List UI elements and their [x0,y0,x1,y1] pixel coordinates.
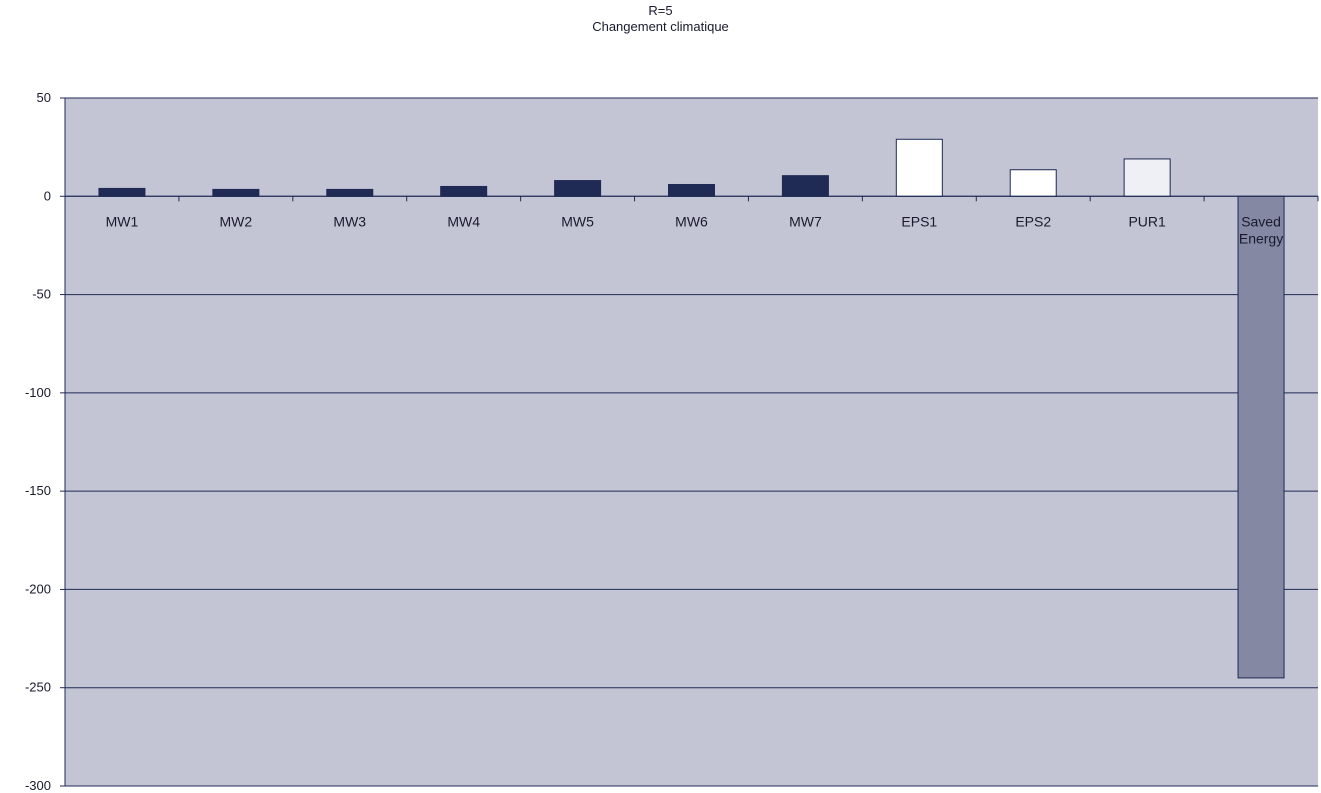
chart-title: R=5 [648,3,673,18]
chart-title-block: R=5 Changement climatique [0,3,1321,35]
y-tick-label: 0 [44,188,51,203]
y-tick-label: -250 [25,680,51,695]
y-tick-label: -100 [25,385,51,400]
bar-mw3 [326,188,374,197]
x-axis [64,195,1319,202]
bar-pur1 [1123,158,1171,197]
category-label: PUR1 [1128,213,1166,229]
category-label: MW2 [220,213,253,229]
chart-subtitle: Changement climatique [592,19,729,34]
bar-mw5 [554,180,602,197]
bar-mw6 [668,183,715,197]
y-axis-ticks: 50 0 -50 -100 -150 -200 -250 -300 [25,90,66,793]
category-label: MW1 [106,213,139,229]
bar-mw4 [440,185,488,197]
bar-eps2 [1009,169,1057,197]
y-tick-label: -300 [25,778,51,793]
category-label: MW5 [561,213,594,229]
category-label: EPS2 [1015,213,1051,229]
plot-area [65,98,1318,786]
y-tick-label: -50 [32,287,51,302]
bar-saved-energy [1237,195,1285,679]
bar-eps1 [895,138,943,197]
category-label: MW7 [789,213,822,229]
category-label: MW3 [333,213,366,229]
category-label: Saved Energy [1239,213,1283,246]
bar-mw1 [98,187,146,197]
category-label: EPS1 [901,213,937,229]
y-tick-label: -200 [25,581,51,596]
category-labels: MW1 MW2 MW3 MW4 MW5 MW6 MW7 EPS1 EPS2 PUR1 Saved En… [106,213,1284,246]
bar-mw7 [781,175,829,197]
y-tick-label: -150 [25,483,51,498]
y-tick-label: 50 [37,90,51,105]
bars [98,138,1285,679]
category-label: MW4 [447,213,480,229]
bar-mw2 [212,188,260,197]
category-label: MW6 [675,213,708,229]
